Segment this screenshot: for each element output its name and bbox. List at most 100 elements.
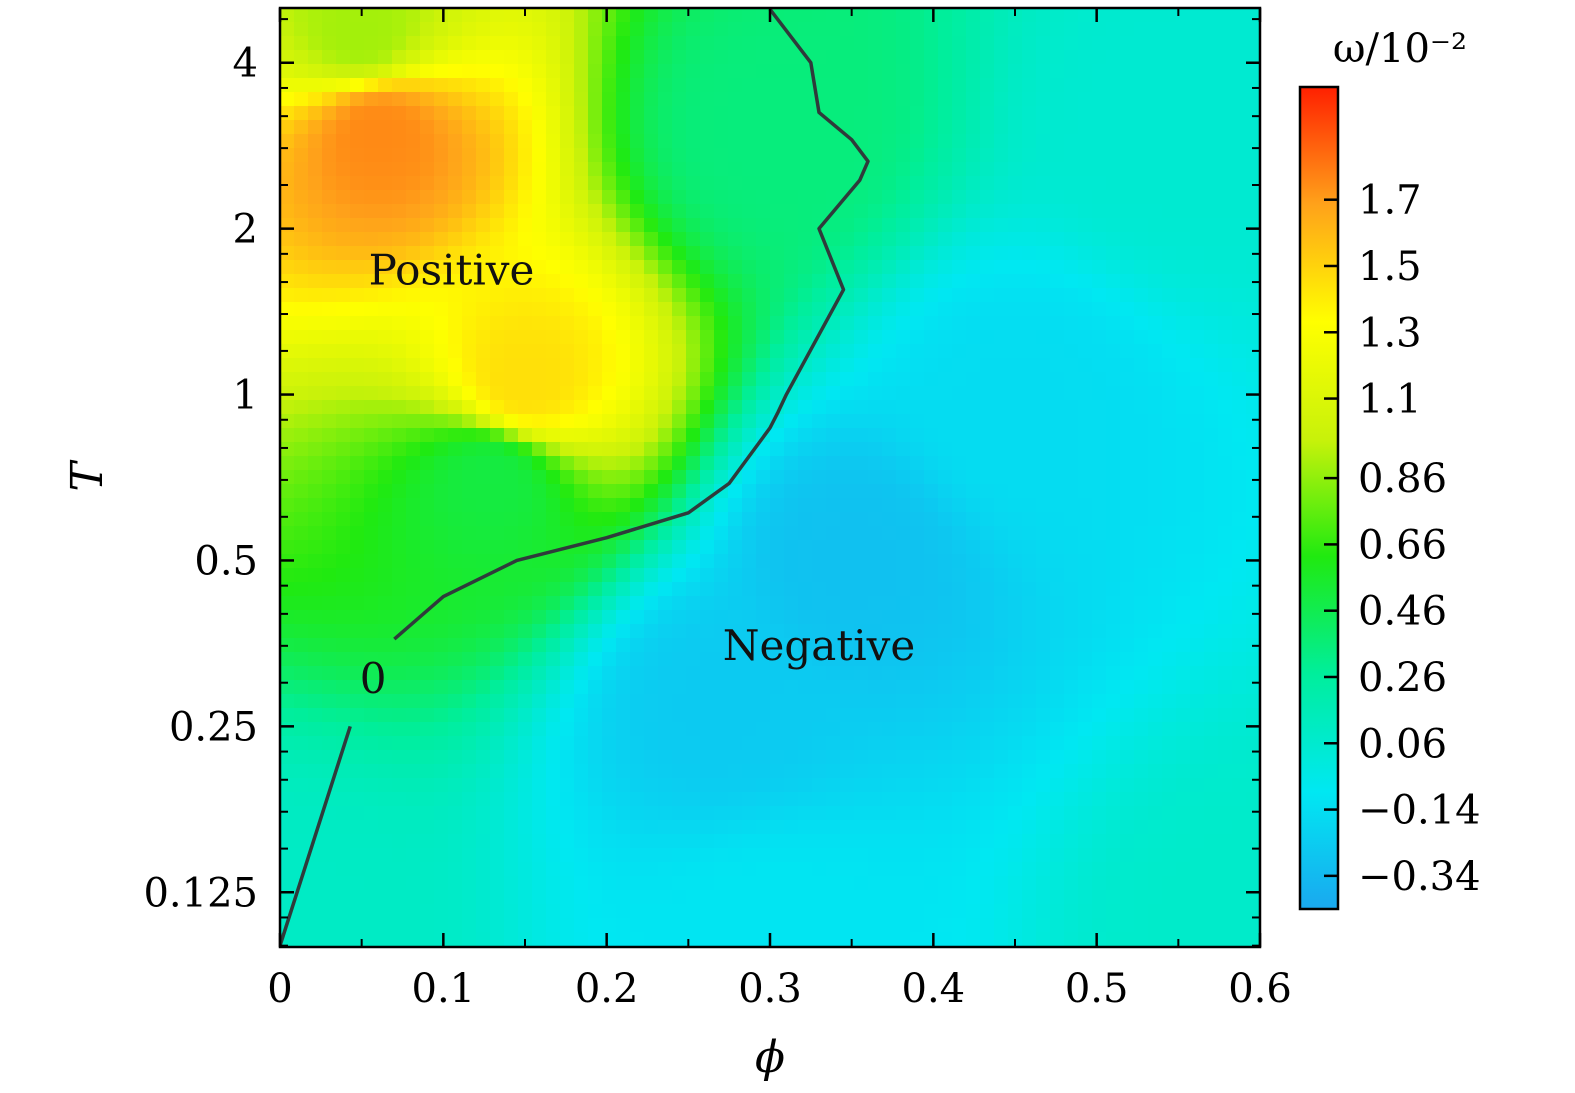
heatmap-cell	[1246, 64, 1260, 79]
heatmap-cell	[378, 22, 393, 37]
heatmap-cell	[1008, 918, 1023, 933]
heatmap-cell	[882, 596, 897, 611]
heatmap-cell	[728, 694, 743, 709]
heatmap-cell	[1162, 680, 1177, 695]
heatmap-cell	[1036, 848, 1051, 863]
heatmap-cell	[728, 358, 743, 373]
heatmap-cell	[980, 8, 995, 23]
heatmap-cell	[490, 8, 505, 23]
heatmap-cell	[994, 680, 1009, 695]
heatmap-cell	[854, 120, 869, 135]
heatmap-cell	[868, 820, 883, 835]
heatmap-cell	[1218, 750, 1233, 765]
heatmap-cell	[756, 120, 771, 135]
heatmap-cell	[588, 652, 603, 667]
heatmap-cell	[952, 876, 967, 891]
heatmap-cell	[1204, 596, 1219, 611]
heatmap-cell	[378, 918, 393, 933]
heatmap-cell	[546, 862, 561, 877]
heatmap-cell	[504, 596, 519, 611]
heatmap-cell	[490, 232, 505, 247]
heatmap-cell	[1008, 596, 1023, 611]
heatmap-cell	[1162, 722, 1177, 737]
heatmap-cell	[812, 484, 827, 499]
heatmap-cell	[560, 442, 575, 457]
heatmap-cell	[350, 540, 365, 555]
heatmap-cell	[1008, 78, 1023, 93]
heatmap-cell	[630, 736, 645, 751]
heatmap-cell	[434, 246, 449, 261]
heatmap-cell	[840, 372, 855, 387]
heatmap-cell	[658, 764, 673, 779]
heatmap-cell	[798, 834, 813, 849]
heatmap-cell	[616, 470, 631, 485]
heatmap-cell	[616, 344, 631, 359]
heatmap-cell	[868, 890, 883, 905]
heatmap-cell	[1050, 120, 1065, 135]
heatmap-cell	[308, 862, 323, 877]
heatmap-cell	[336, 106, 351, 121]
heatmap-cell	[588, 442, 603, 457]
heatmap-cell	[756, 50, 771, 65]
heatmap-cell	[798, 540, 813, 555]
heatmap-cell	[322, 582, 337, 597]
heatmap-cell	[1106, 932, 1121, 947]
heatmap-cell	[490, 596, 505, 611]
heatmap-cell	[882, 78, 897, 93]
heatmap-cell	[392, 274, 407, 289]
heatmap-cell	[630, 344, 645, 359]
heatmap-cell	[322, 36, 337, 51]
heatmap-cell	[742, 330, 757, 345]
heatmap-cell	[420, 666, 435, 681]
heatmap-cell	[1078, 330, 1093, 345]
heatmap-cell	[1078, 372, 1093, 387]
heatmap-cell	[392, 736, 407, 751]
heatmap-cell	[490, 330, 505, 345]
heatmap-cell	[910, 484, 925, 499]
heatmap-cell	[1162, 624, 1177, 639]
heatmap-cell	[336, 582, 351, 597]
heatmap-cell	[322, 274, 337, 289]
heatmap-cell	[966, 750, 981, 765]
heatmap-cell	[490, 218, 505, 233]
heatmap-cell	[322, 400, 337, 415]
heatmap-cell	[504, 344, 519, 359]
heatmap-cell	[784, 470, 799, 485]
heatmap-cell	[854, 386, 869, 401]
heatmap-cell	[1232, 708, 1247, 723]
heatmap-cell	[420, 582, 435, 597]
heatmap-cell	[882, 358, 897, 373]
heatmap-cell	[1050, 414, 1065, 429]
heatmap-cell	[462, 232, 477, 247]
heatmap-cell	[826, 92, 841, 107]
heatmap-cell	[1008, 568, 1023, 583]
heatmap-cell	[546, 470, 561, 485]
heatmap-cell	[784, 246, 799, 261]
heatmap-cell	[350, 582, 365, 597]
heatmap-cell	[1232, 120, 1247, 135]
heatmap-cell	[1064, 708, 1079, 723]
heatmap-cell	[1064, 372, 1079, 387]
heatmap-cell	[462, 596, 477, 611]
heatmap-cell	[798, 806, 813, 821]
heatmap-cell	[630, 834, 645, 849]
heatmap-cell	[420, 512, 435, 527]
heatmap-cell	[966, 204, 981, 219]
heatmap-cell	[742, 316, 757, 331]
heatmap-cell	[784, 862, 799, 877]
heatmap-cell	[434, 484, 449, 499]
heatmap-cell	[896, 596, 911, 611]
heatmap-cell	[728, 582, 743, 597]
heatmap-cell	[700, 330, 715, 345]
heatmap-cell	[756, 526, 771, 541]
heatmap-cell	[1190, 540, 1205, 555]
heatmap-cell	[462, 554, 477, 569]
heatmap-cell	[616, 400, 631, 415]
colorbar-tick-label: 0.46	[1358, 589, 1447, 635]
heatmap-cell	[588, 414, 603, 429]
heatmap-cell	[1176, 414, 1191, 429]
heatmap-cell	[630, 288, 645, 303]
heatmap-cell	[420, 834, 435, 849]
heatmap-cell	[1050, 610, 1065, 625]
heatmap-cell	[1204, 134, 1219, 149]
